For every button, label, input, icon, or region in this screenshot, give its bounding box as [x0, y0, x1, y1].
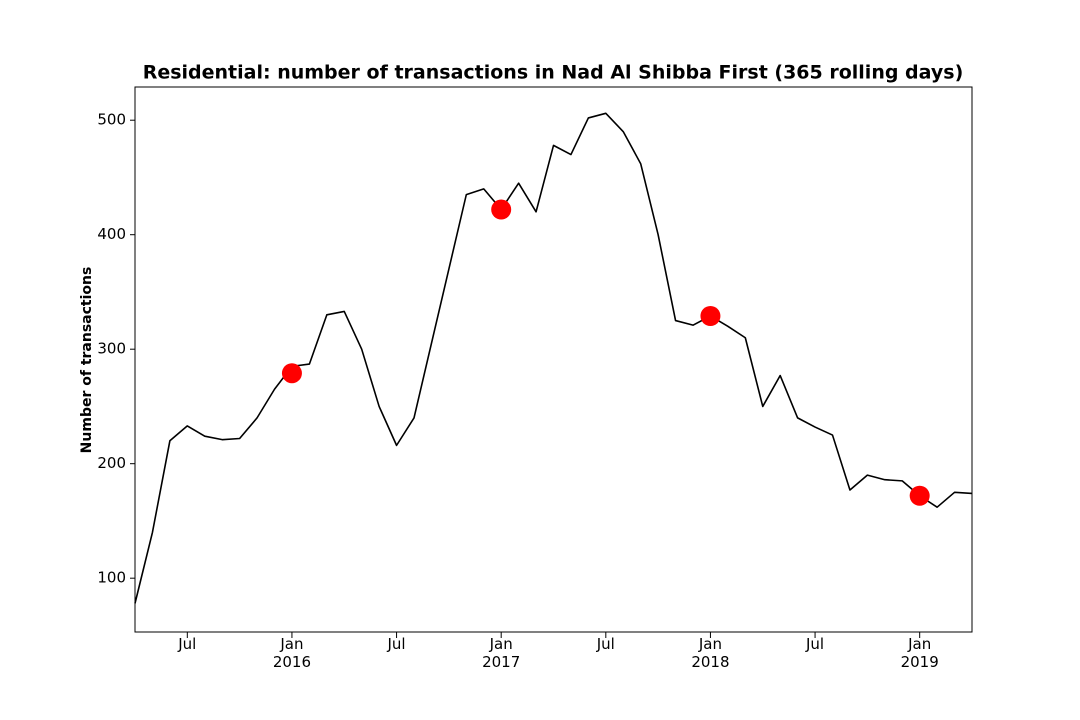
x-tick-label: Jan 2017 [482, 635, 521, 671]
plot-frame [134, 86, 973, 633]
x-tick-label: Jul [387, 635, 406, 653]
x-tick-label: Jan 2016 [272, 635, 312, 671]
marker [281, 363, 302, 384]
marker [491, 199, 512, 220]
x-tick-label: Jul [806, 635, 825, 653]
x-tick-label: Jan 2018 [691, 635, 730, 671]
x-tick-label: Jan 2019 [900, 635, 939, 671]
y-axis-label: Number of transactions [79, 267, 95, 454]
line [134, 112, 973, 604]
marker [700, 305, 721, 326]
y-tick-label: 200 [97, 454, 126, 472]
x-tick-label: Jul [178, 635, 197, 653]
x-tick-label: Jul [596, 635, 615, 653]
y-tick-label: 500 [97, 111, 126, 129]
y-tick-label: 300 [97, 340, 126, 358]
y-tick-label: 400 [97, 225, 126, 243]
marker [909, 485, 930, 506]
y-tick-label: 100 [97, 569, 126, 587]
chart-title: Residential: number of transactions in N… [143, 62, 964, 84]
